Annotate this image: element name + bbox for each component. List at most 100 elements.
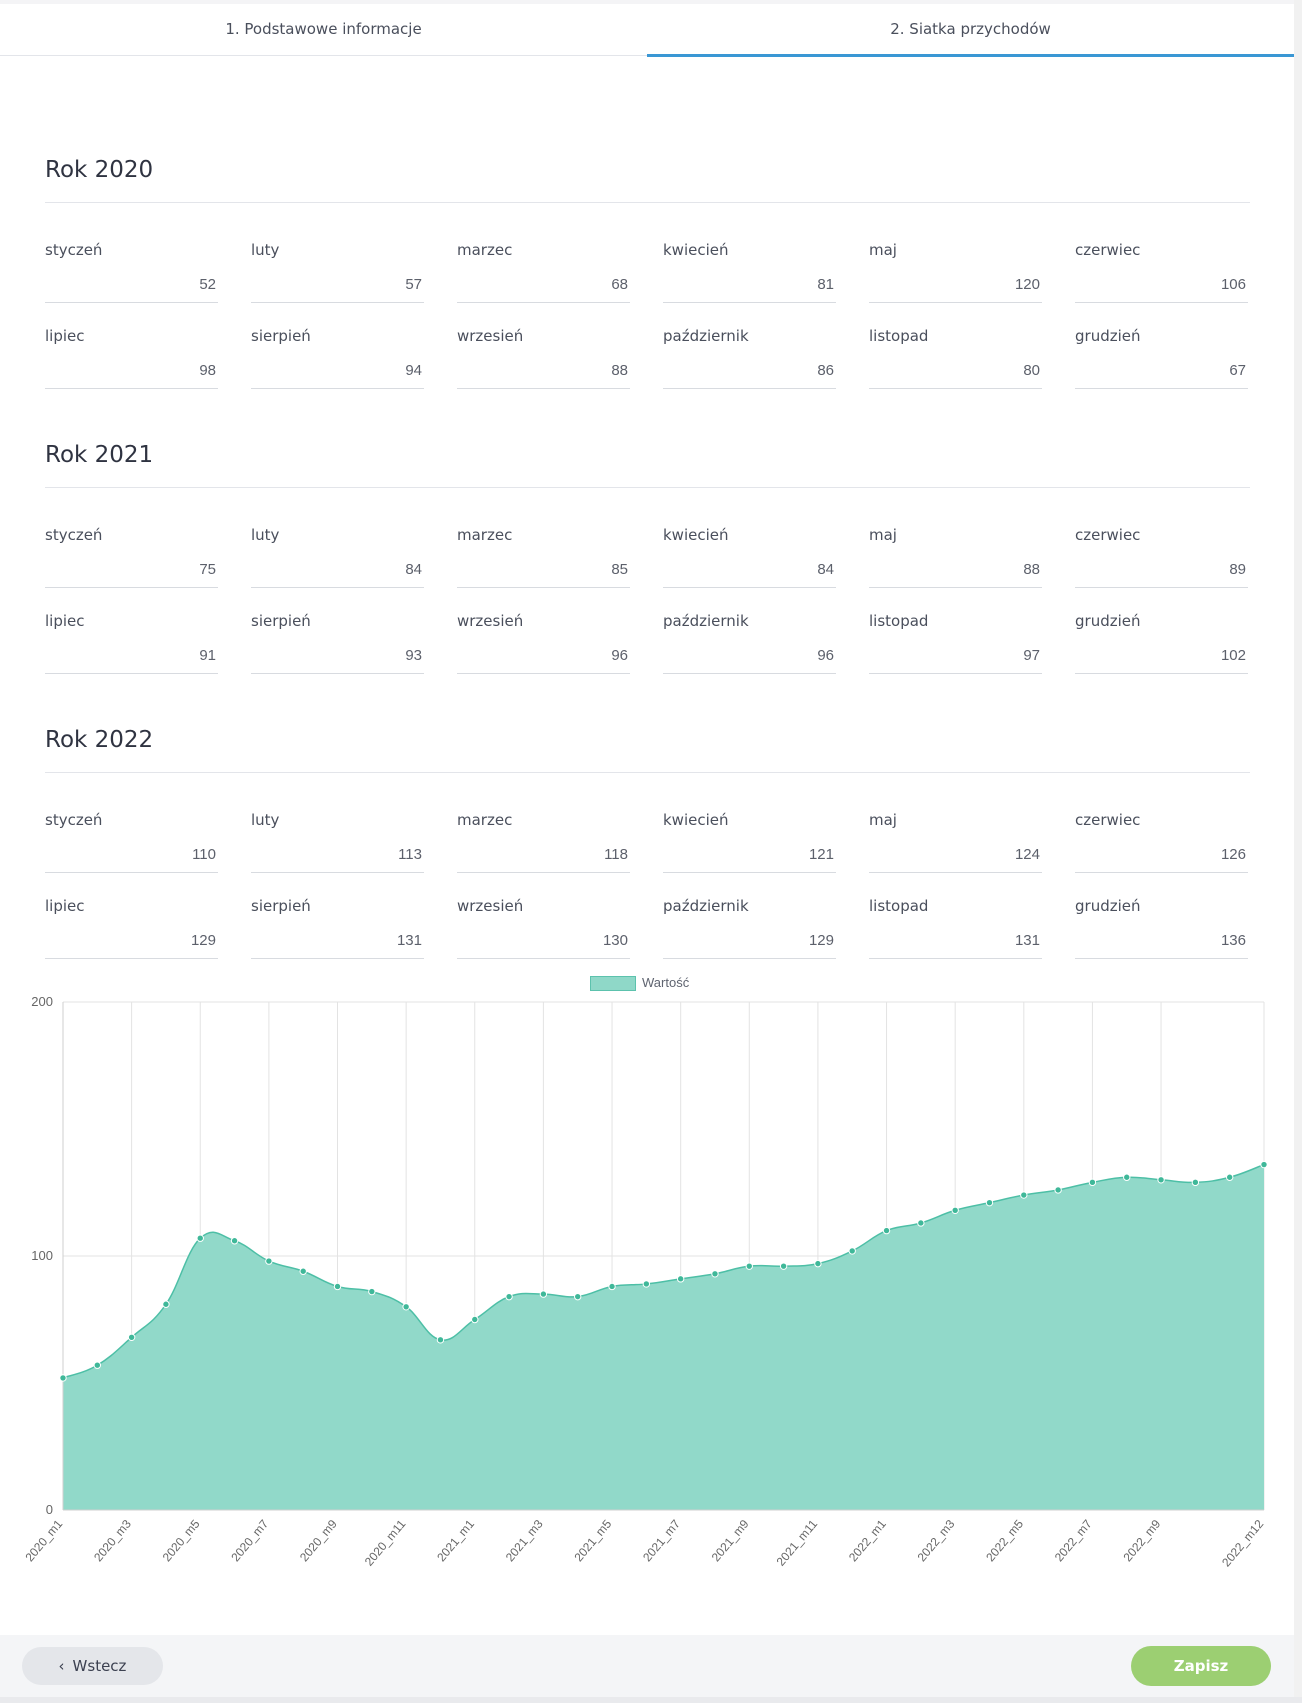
- month-value-input[interactable]: [45, 353, 218, 389]
- month-label: styczeń: [45, 241, 103, 259]
- data-point[interactable]: [779, 1262, 788, 1270]
- month-value-input[interactable]: [1075, 638, 1248, 674]
- data-point[interactable]: [608, 1282, 616, 1291]
- month-value-input[interactable]: [869, 837, 1042, 873]
- month-value-input[interactable]: [663, 638, 836, 674]
- data-point[interactable]: [368, 1287, 376, 1296]
- data-point[interactable]: [711, 1270, 719, 1278]
- data-point[interactable]: [882, 1226, 891, 1235]
- data-point[interactable]: [505, 1292, 513, 1301]
- data-point[interactable]: [1123, 1173, 1131, 1181]
- month-value-input[interactable]: [45, 267, 218, 303]
- month-field: luty: [251, 811, 424, 875]
- data-point[interactable]: [1088, 1178, 1097, 1187]
- month-value-input[interactable]: [457, 638, 630, 674]
- month-value-input[interactable]: [251, 638, 424, 674]
- series-area: [63, 1164, 1264, 1510]
- month-field: maj: [869, 241, 1042, 305]
- tab-basic-info[interactable]: 1. Podstawowe informacje: [225, 20, 422, 38]
- data-point[interactable]: [471, 1315, 479, 1324]
- month-label: listopad: [869, 327, 929, 345]
- month-value-input[interactable]: [663, 923, 836, 959]
- month-value-input[interactable]: [457, 837, 630, 873]
- x-tick-label: 2021_m1: [434, 1517, 477, 1565]
- month-value-input[interactable]: [251, 353, 424, 389]
- month-value-input[interactable]: [251, 552, 424, 588]
- tab-revenue-grid[interactable]: 2. Siatka przychodów: [647, 4, 1294, 57]
- data-point[interactable]: [402, 1303, 410, 1311]
- month-label: listopad: [869, 612, 929, 630]
- month-value-input[interactable]: [45, 923, 218, 959]
- month-value-input[interactable]: [457, 923, 630, 959]
- month-field: sierpień: [251, 612, 424, 676]
- month-value-input[interactable]: [1075, 353, 1248, 389]
- month-field: grudzień: [1075, 612, 1248, 676]
- back-button[interactable]: ‹ Wstecz: [22, 1647, 163, 1685]
- month-value-input[interactable]: [251, 837, 424, 873]
- month-value-input[interactable]: [869, 353, 1042, 389]
- data-point[interactable]: [93, 1361, 102, 1369]
- data-point[interactable]: [230, 1237, 239, 1245]
- data-point[interactable]: [1225, 1173, 1234, 1181]
- month-field: grudzień: [1075, 327, 1248, 391]
- data-point[interactable]: [196, 1234, 204, 1242]
- month-value-input[interactable]: [663, 552, 836, 588]
- data-point[interactable]: [436, 1336, 445, 1344]
- month-value-input[interactable]: [869, 552, 1042, 588]
- data-point[interactable]: [299, 1267, 307, 1275]
- scrollbar[interactable]: [1294, 0, 1302, 1703]
- month-value-input[interactable]: [45, 552, 218, 588]
- data-point[interactable]: [162, 1300, 170, 1308]
- x-tick-label: 2020_m3: [91, 1517, 134, 1565]
- year-section: Rok 2022 styczeń luty marzec kwiecień maj czer…: [45, 720, 1250, 961]
- month-field: wrzesień: [457, 327, 630, 391]
- data-point[interactable]: [642, 1280, 651, 1288]
- month-field: marzec: [457, 526, 630, 590]
- month-value-input[interactable]: [457, 267, 630, 303]
- month-field: czerwiec: [1075, 526, 1248, 590]
- data-point[interactable]: [676, 1275, 685, 1283]
- data-point[interactable]: [917, 1219, 925, 1227]
- month-label: lipiec: [45, 897, 85, 915]
- month-value-input[interactable]: [663, 353, 836, 389]
- month-value-input[interactable]: [663, 267, 836, 303]
- month-value-input[interactable]: [457, 552, 630, 588]
- month-value-input[interactable]: [457, 353, 630, 389]
- data-point[interactable]: [1157, 1176, 1165, 1184]
- month-value-input[interactable]: [1075, 552, 1248, 588]
- data-point[interactable]: [848, 1247, 856, 1255]
- month-field: wrzesień: [457, 897, 630, 961]
- month-label: grudzień: [1075, 327, 1141, 345]
- month-label: marzec: [457, 526, 513, 544]
- data-point[interactable]: [985, 1198, 994, 1207]
- month-value-input[interactable]: [251, 923, 424, 959]
- data-point[interactable]: [1260, 1160, 1268, 1169]
- month-value-input[interactable]: [1075, 267, 1248, 303]
- data-point[interactable]: [814, 1259, 822, 1268]
- data-point[interactable]: [1054, 1186, 1062, 1194]
- data-point[interactable]: [539, 1290, 548, 1298]
- month-value-input[interactable]: [869, 267, 1042, 303]
- month-value-input[interactable]: [45, 638, 218, 674]
- month-value-input[interactable]: [1075, 837, 1248, 873]
- month-value-input[interactable]: [869, 638, 1042, 674]
- x-tick-label: 2021_m7: [640, 1517, 683, 1565]
- data-point[interactable]: [951, 1206, 959, 1214]
- data-point[interactable]: [745, 1262, 753, 1270]
- month-value-input[interactable]: [869, 923, 1042, 959]
- data-point[interactable]: [59, 1374, 67, 1382]
- data-point[interactable]: [333, 1282, 342, 1291]
- save-button[interactable]: Zapisz: [1131, 1646, 1271, 1686]
- chart-legend[interactable]: Wartość: [590, 975, 689, 992]
- data-point[interactable]: [127, 1333, 136, 1341]
- month-value-input[interactable]: [663, 837, 836, 873]
- month-value-input[interactable]: [251, 267, 424, 303]
- data-point[interactable]: [1191, 1178, 1200, 1187]
- data-point[interactable]: [574, 1292, 582, 1301]
- month-field: listopad: [869, 897, 1042, 961]
- month-field: wrzesień: [457, 612, 630, 676]
- month-value-input[interactable]: [1075, 923, 1248, 959]
- data-point[interactable]: [1020, 1191, 1028, 1199]
- month-value-input[interactable]: [45, 837, 218, 873]
- data-point[interactable]: [265, 1257, 273, 1265]
